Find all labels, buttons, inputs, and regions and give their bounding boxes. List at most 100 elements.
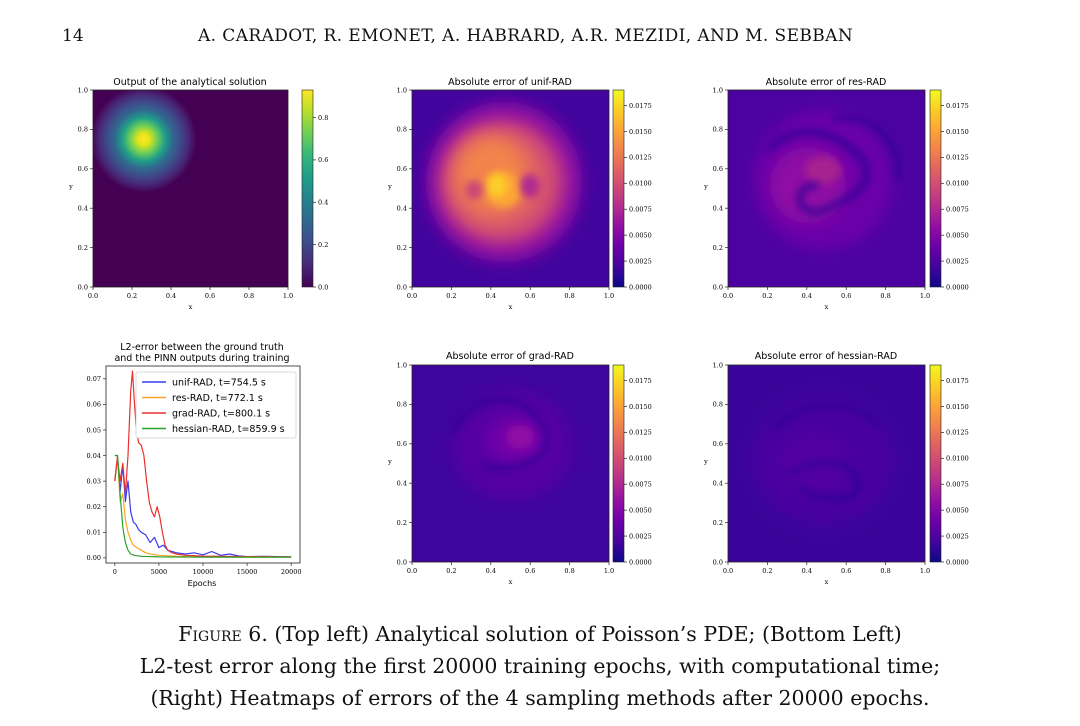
colorbar-tick-label: 0.0025 — [629, 257, 652, 265]
y-tick-label: 0.0 — [397, 558, 407, 566]
colorbar-tick-label: 0.0000 — [629, 558, 652, 566]
y-tick-label: 0.8 — [713, 126, 723, 134]
heatmap-unif-rad — [411, 89, 610, 288]
colorbar-tick-label: 0.0050 — [629, 506, 652, 514]
y-tick-label: 0.0 — [713, 558, 723, 566]
chart-title-line-2: and the PINN outputs during training — [114, 353, 289, 364]
panel-title: Absolute error of hessian-RAD — [755, 351, 897, 362]
x-tick-label: 0.2 — [762, 567, 772, 575]
y-tick-label: 0.6 — [397, 440, 407, 448]
caption-line-3: (Right) Heatmaps of errors of the 4 samp… — [150, 686, 930, 710]
page-number: 14 — [62, 26, 84, 46]
colorbar-tick-label: 0.0050 — [946, 506, 969, 514]
y-tick-label: 0.0 — [78, 283, 88, 291]
colorbar-tick-label: 0.0175 — [629, 377, 652, 385]
x-tick-label: 0.4 — [802, 567, 812, 575]
colorbar-tick-label: 0.0100 — [946, 180, 969, 188]
colorbar-tick-label: 0.0075 — [629, 206, 652, 214]
y-tick-label: 0.2 — [397, 244, 407, 252]
legend — [135, 371, 297, 439]
caption-line-2: L2-test error along the first 20000 trai… — [139, 654, 941, 678]
colorbar-tick-label: 0.4 — [318, 199, 328, 207]
x-tick-label: 0 — [113, 568, 117, 576]
x-axis-label: x — [825, 303, 829, 311]
y-tick-label: 0.4 — [397, 480, 407, 488]
legend-entry: res-RAD, t=772.1 s — [172, 393, 263, 404]
colorbar-tick-label: 0.0075 — [946, 206, 969, 214]
colorbar-tick-label: 0.0025 — [629, 532, 652, 540]
y-tick-label: 0.8 — [397, 126, 407, 134]
colorbar-tick-label: 0.0125 — [629, 154, 652, 162]
heatmap-hessian-rad — [727, 364, 926, 563]
chart-title-line-1: L2-error between the ground truth — [120, 342, 284, 353]
legend-entry: grad-RAD, t=800.1 s — [172, 409, 270, 420]
panel-res-rad: Absolute error of res-RAD 0.0 0.2 0.4 0.6 0.… — [703, 77, 969, 311]
y-tick-label: 0.04 — [87, 452, 101, 460]
y-tick-label: 1.0 — [397, 86, 407, 94]
colorbar-tick-label: 0.0175 — [946, 102, 969, 110]
legend-entry: hessian-RAD, t=859.9 s — [172, 424, 285, 435]
panel-title: Absolute error of unif-RAD — [448, 77, 572, 88]
x-tick-label: 0.8 — [244, 292, 254, 300]
colorbar-tick-label: 0.0100 — [946, 455, 969, 463]
colorbar-tick-label: 0.0075 — [629, 481, 652, 489]
panel-title: Absolute error of grad-RAD — [446, 351, 574, 362]
heatmap-grad-rad — [411, 364, 610, 563]
y-tick-label: 0.8 — [78, 126, 88, 134]
y-tick-label: 0.02 — [87, 503, 101, 511]
series-line-0 — [114, 454, 292, 558]
y-tick-label: 0.2 — [78, 244, 88, 252]
colorbar-unif-rad — [612, 89, 625, 288]
x-tick-label: 0.4 — [166, 292, 176, 300]
y-tick-label: 0.01 — [87, 529, 101, 537]
y-tick-label: 0.2 — [713, 519, 723, 527]
x-tick-label: 1.0 — [604, 292, 614, 300]
x-tick-label: 0.0 — [88, 292, 98, 300]
y-tick-label: 0.05 — [87, 426, 101, 434]
x-tick-label: 0.6 — [525, 292, 535, 300]
colorbar-tick-label: 0.8 — [318, 114, 328, 122]
y-axis-label: y — [703, 458, 708, 466]
x-tick-label: 0.8 — [880, 567, 890, 575]
colorbar-res-rad — [929, 89, 942, 288]
x-tick-label: 0.6 — [841, 292, 851, 300]
colorbar-tick-label: 0.0075 — [946, 481, 969, 489]
x-tick-label: 1.0 — [604, 567, 614, 575]
x-axis-label: x — [189, 303, 193, 311]
x-tick-label: 0.8 — [880, 292, 890, 300]
y-tick-label: 0.4 — [397, 205, 407, 213]
y-tick-label: 1.0 — [397, 361, 407, 369]
colorbar-tick-label: 0.0150 — [629, 403, 652, 411]
colorbar-tick-label: 0.0025 — [946, 532, 969, 540]
x-tick-label: 0.8 — [564, 567, 574, 575]
colorbar-tick-label: 0.2 — [318, 241, 328, 249]
y-tick-label: 0.06 — [87, 401, 101, 409]
x-tick-label: 0.2 — [446, 567, 456, 575]
heatmap-res-rad — [727, 89, 926, 288]
heatmap-analytical — [93, 90, 288, 287]
y-axis-label: y — [703, 183, 708, 191]
y-tick-label: 0.6 — [397, 165, 407, 173]
x-tick-label: 0.6 — [205, 292, 215, 300]
colorbar-tick-label: 0.0025 — [946, 257, 969, 265]
panel-analytical: Output of the analytical solution 0.0 0.2… — [68, 77, 328, 311]
colorbar-tick-label: 0.0100 — [629, 455, 652, 463]
y-tick-label: 0.8 — [397, 401, 407, 409]
y-tick-label: 1.0 — [713, 361, 723, 369]
colorbar-tick-label: 0.0125 — [629, 429, 652, 437]
figure-label: Figure 6. — [178, 622, 268, 646]
y-tick-label: 0.6 — [713, 165, 723, 173]
figure-6: Output of the analytical solution 0.0 0.2… — [68, 77, 969, 588]
y-tick-label: 0.6 — [78, 165, 88, 173]
colorbar-tick-label: 0.0125 — [946, 154, 969, 162]
y-tick-label: 1.0 — [713, 86, 723, 94]
l2-error-line-chart: L2-error between the ground truth and th… — [87, 342, 302, 588]
y-axis-label: y — [387, 183, 392, 191]
y-tick-label: 0.03 — [87, 477, 101, 485]
colorbar-hessian-rad — [929, 364, 942, 563]
colorbar-tick-label: 0.0175 — [629, 102, 652, 110]
y-tick-label: 0.0 — [713, 283, 723, 291]
x-tick-label: 0.2 — [446, 292, 456, 300]
x-tick-label: 0.0 — [407, 567, 417, 575]
y-axis-label: y — [387, 458, 392, 466]
